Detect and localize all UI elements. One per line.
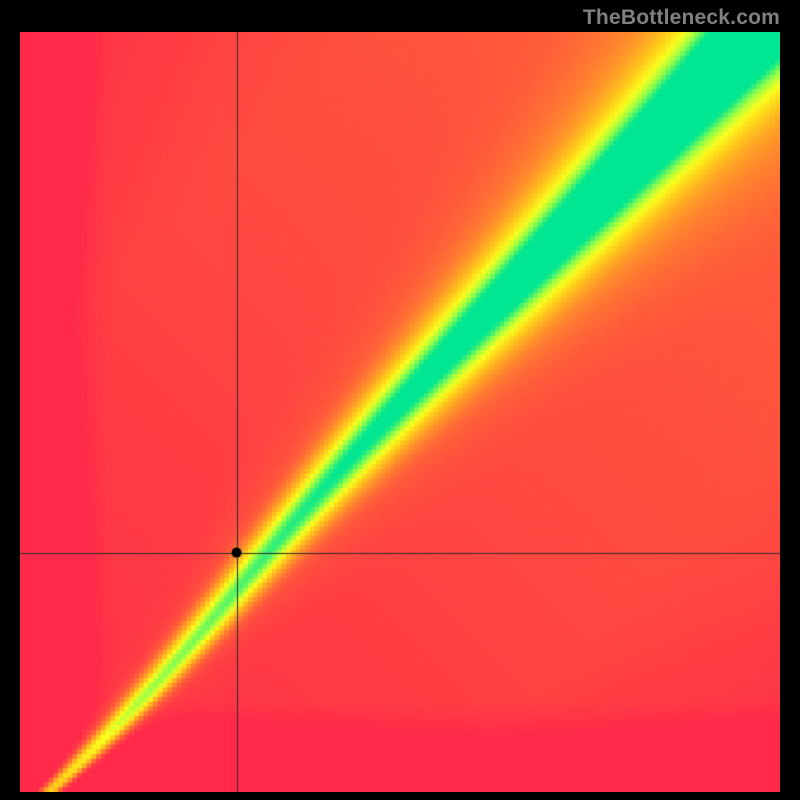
bottleneck-heatmap — [20, 32, 780, 792]
attribution-text: TheBottleneck.com — [583, 6, 780, 30]
heatmap-canvas — [20, 32, 780, 792]
